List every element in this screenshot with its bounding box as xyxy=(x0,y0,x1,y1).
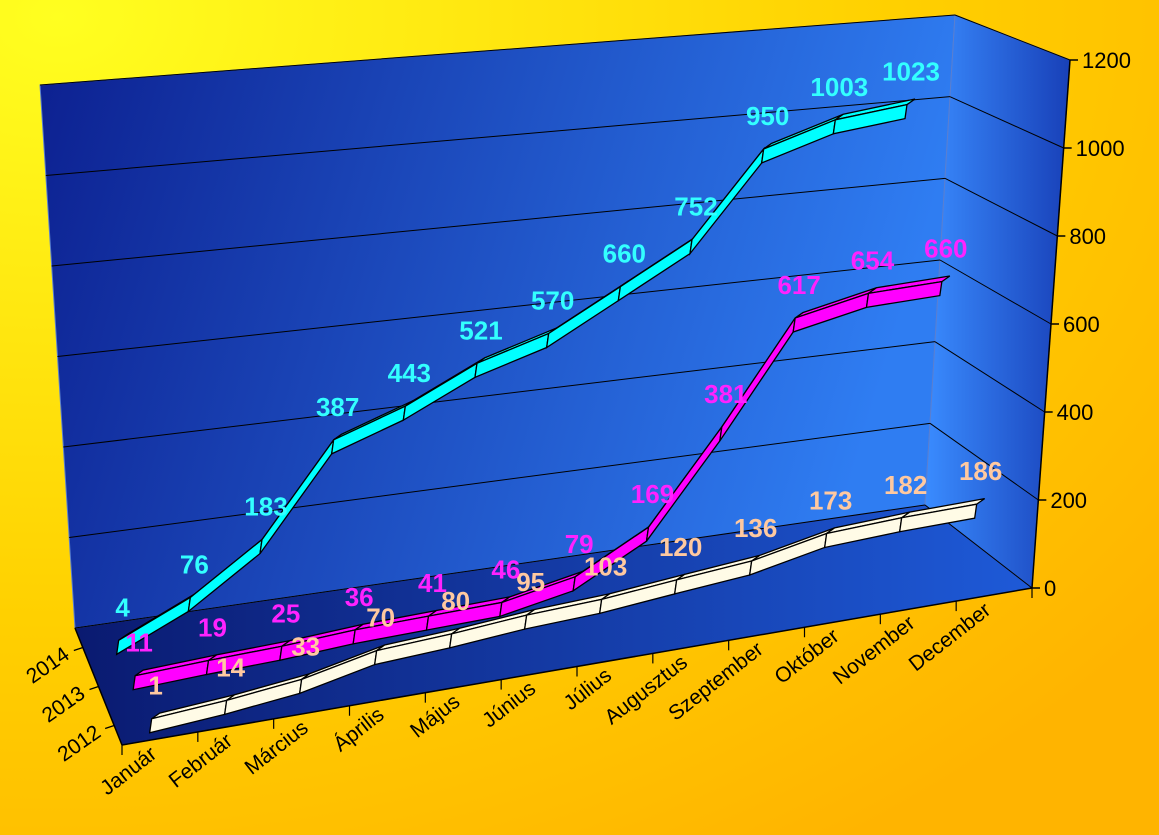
data-label: 752 xyxy=(674,192,717,222)
gridline-side xyxy=(929,422,1039,501)
data-label: 387 xyxy=(316,392,359,422)
data-label: 76 xyxy=(180,549,209,579)
depth-tick-mark xyxy=(73,646,84,652)
data-label: 570 xyxy=(531,286,574,316)
y-tick-label: 800 xyxy=(1069,224,1106,249)
data-label: 1003 xyxy=(810,72,868,102)
data-label: 173 xyxy=(809,485,852,515)
data-label: 19 xyxy=(198,613,227,643)
data-label: 443 xyxy=(388,358,431,388)
gridline-side xyxy=(934,341,1045,413)
gridline xyxy=(74,504,926,629)
gridline xyxy=(51,177,946,267)
data-label: 103 xyxy=(584,551,627,581)
ribbon-segment xyxy=(832,103,908,135)
gridline xyxy=(63,341,936,448)
gridline xyxy=(45,96,951,176)
data-label: 950 xyxy=(746,101,789,131)
data-label: 25 xyxy=(271,598,300,628)
series-layer xyxy=(115,98,986,734)
data-label: 1 xyxy=(148,671,162,701)
data-label: 183 xyxy=(244,492,287,522)
y-tick-label: 400 xyxy=(1057,400,1094,425)
y-tick-label: 200 xyxy=(1050,488,1087,513)
series-2013 xyxy=(132,275,951,691)
data-label: 80 xyxy=(441,586,470,616)
y-tick-label: 600 xyxy=(1063,312,1100,337)
data-label: 70 xyxy=(366,603,395,633)
gridline xyxy=(39,14,956,86)
data-label: 381 xyxy=(704,379,747,409)
y-tick-label: 1000 xyxy=(1076,136,1125,161)
data-label: 14 xyxy=(216,652,245,682)
series-2012 xyxy=(148,497,986,734)
data-label: 136 xyxy=(734,513,777,543)
data-labels: 1 14 33 70 80 95 103 120 136 173 182 186 11 19 25 36 41 4… xyxy=(115,57,1002,701)
y-axis-line xyxy=(1031,59,1071,589)
gridline xyxy=(69,422,931,538)
ribbon-segment xyxy=(898,503,978,533)
data-label: 182 xyxy=(884,470,927,500)
data-label: 660 xyxy=(603,239,646,269)
data-label: 120 xyxy=(659,532,702,562)
data-label: 79 xyxy=(565,529,594,559)
data-label: 617 xyxy=(777,270,820,300)
gridline-side xyxy=(949,96,1064,149)
data-label: 1023 xyxy=(882,57,940,87)
gridlines xyxy=(39,14,1071,629)
y-tick-label: 0 xyxy=(1044,576,1056,601)
data-label: 33 xyxy=(291,631,320,661)
data-label: 169 xyxy=(631,479,674,509)
data-label: 95 xyxy=(516,567,545,597)
data-label: 521 xyxy=(459,315,502,345)
data-label: 11 xyxy=(125,628,153,658)
data-label: 46 xyxy=(491,554,520,584)
data-label: 4 xyxy=(115,592,130,622)
series-2014 xyxy=(115,98,916,656)
data-label: 186 xyxy=(959,456,1002,486)
depth-tick-mark xyxy=(89,685,99,691)
gridline xyxy=(57,259,941,357)
depth-tick-mark xyxy=(104,724,115,730)
data-label: 36 xyxy=(345,582,374,612)
gridline-side xyxy=(944,177,1058,237)
gridline-side xyxy=(954,14,1071,61)
data-label: 660 xyxy=(924,234,967,264)
ribbon-segment xyxy=(865,280,943,309)
data-label: 654 xyxy=(851,245,895,275)
y-tick-label: 1200 xyxy=(1082,48,1131,73)
gridline-side xyxy=(939,259,1052,325)
data-label: 41 xyxy=(418,568,447,598)
